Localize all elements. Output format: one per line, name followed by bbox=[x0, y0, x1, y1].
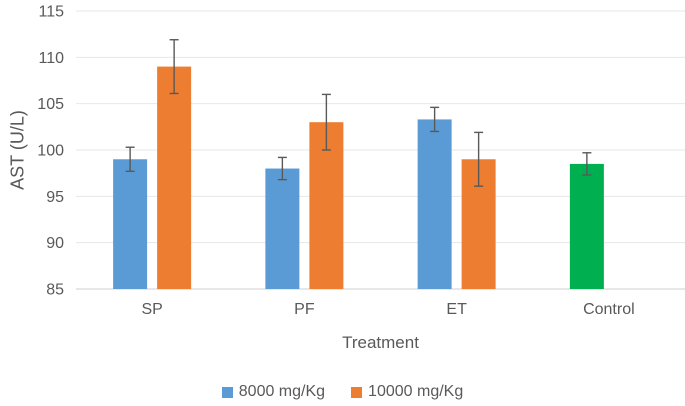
legend-label-8000: 8000 mg/Kg bbox=[238, 383, 326, 400]
bar bbox=[157, 66, 192, 289]
x-axis-title: Treatment bbox=[342, 333, 419, 352]
legend-label-10000: 10000 mg/Kg bbox=[368, 383, 464, 400]
legend-item-8000: 8000 mg/Kg bbox=[221, 383, 326, 401]
x-category-label: ET bbox=[446, 301, 467, 318]
y-tick-label: 90 bbox=[46, 235, 64, 252]
bar bbox=[569, 163, 604, 289]
y-tick-label: 85 bbox=[46, 282, 64, 299]
x-category-label: SP bbox=[141, 301, 162, 318]
x-category-label: PF bbox=[294, 301, 315, 318]
x-category-label: Control bbox=[583, 301, 635, 318]
bar bbox=[265, 168, 300, 289]
y-tick-label: 110 bbox=[38, 50, 64, 67]
y-axis-title: AST (U/L) bbox=[7, 110, 28, 190]
legend-swatch-orange-icon bbox=[351, 386, 363, 398]
legend-swatch-blue-icon bbox=[221, 386, 233, 398]
legend-item-10000: 10000 mg/Kg bbox=[351, 383, 463, 401]
legend: 8000 mg/Kg 10000 mg/Kg bbox=[0, 383, 685, 401]
y-tick-label: 105 bbox=[37, 96, 64, 113]
bar bbox=[113, 159, 148, 289]
bar bbox=[417, 119, 452, 289]
y-tick-label: 95 bbox=[46, 189, 64, 206]
y-tick-label: 115 bbox=[38, 4, 64, 21]
y-tick-label: 100 bbox=[37, 143, 64, 160]
